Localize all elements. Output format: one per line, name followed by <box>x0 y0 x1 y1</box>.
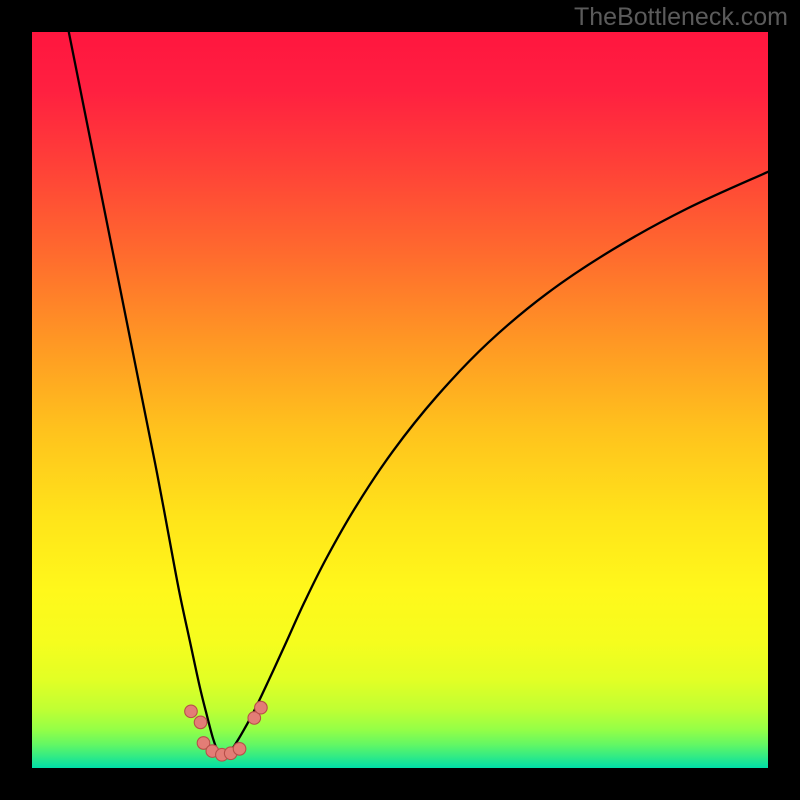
watermark-text: TheBottleneck.com <box>574 3 788 32</box>
bottleneck-curve <box>69 32 768 756</box>
data-point <box>233 743 246 756</box>
chart-svg <box>32 32 768 768</box>
chart-frame <box>0 0 800 800</box>
data-point <box>255 701 268 714</box>
plot-area <box>32 32 768 768</box>
data-point <box>185 705 198 718</box>
data-point <box>194 716 207 729</box>
